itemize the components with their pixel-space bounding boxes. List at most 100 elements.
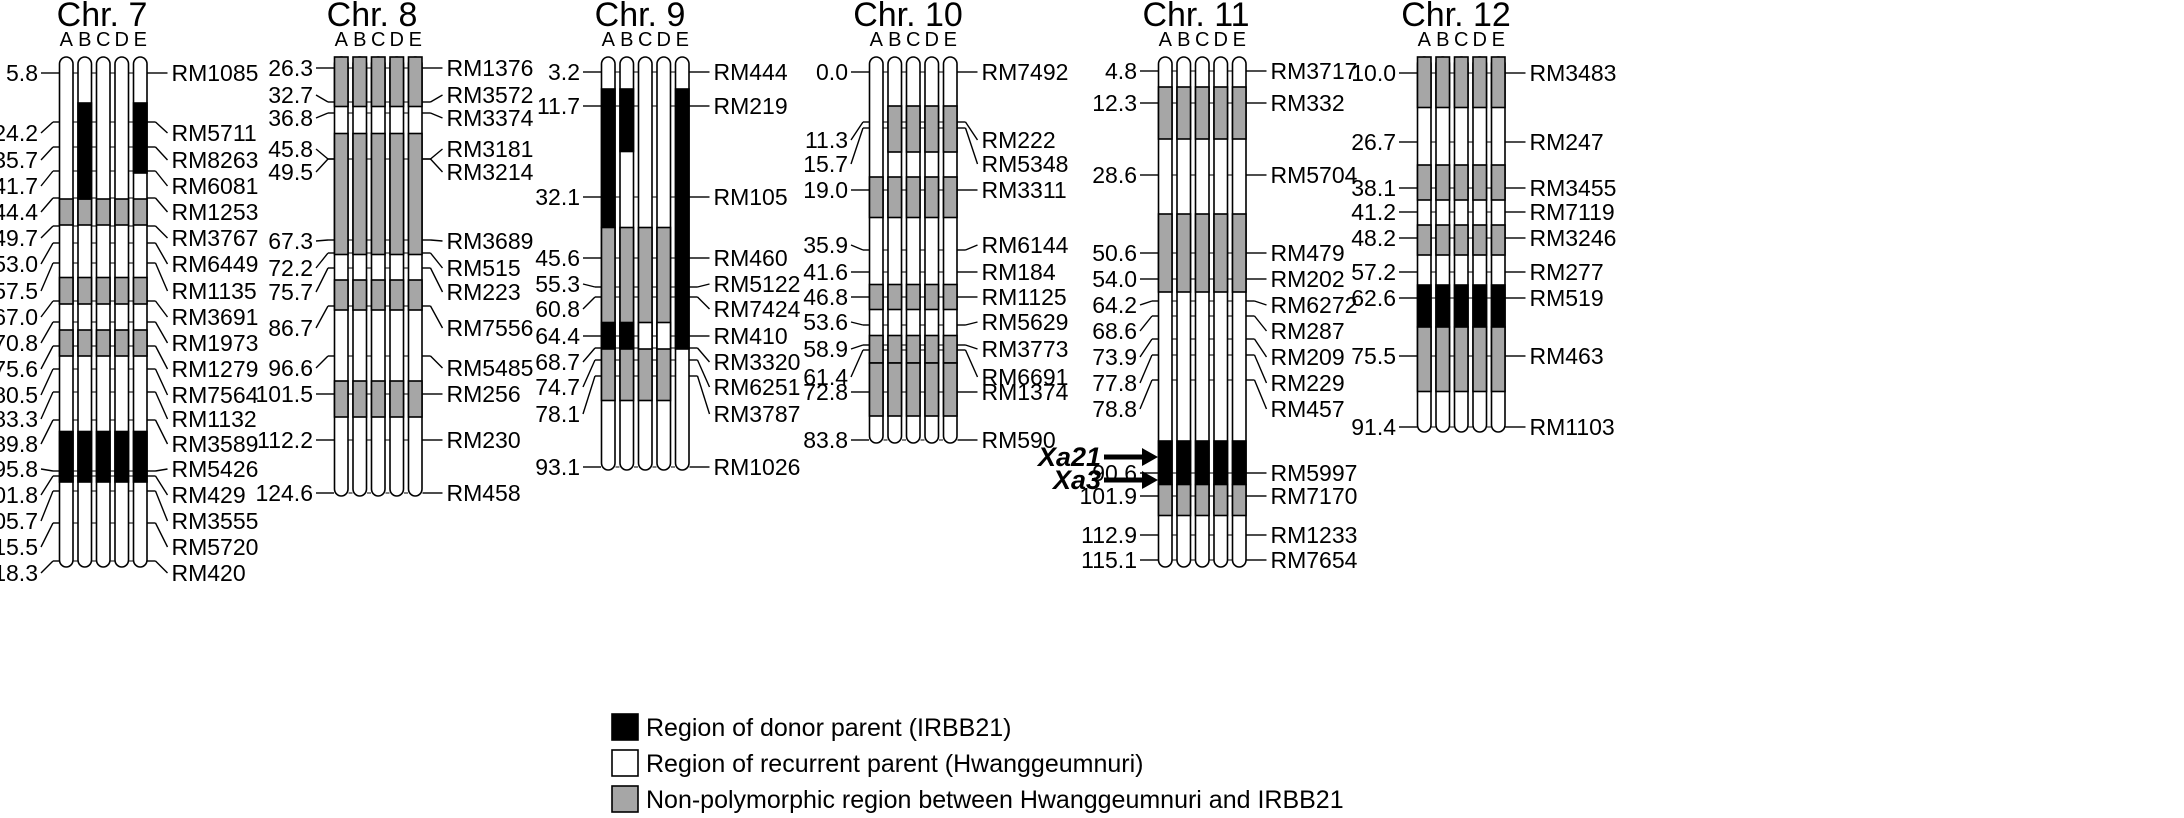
marker-position: 115.1 (1081, 547, 1137, 573)
genotype-block-nonpoly (887, 105, 903, 153)
genotype-block-donor (1157, 440, 1173, 486)
marker-name: RM202 (1271, 266, 1345, 292)
genotype-block-recurrent (656, 321, 672, 350)
marker-leader-right (964, 127, 979, 165)
genotype-block-nonpoly (1157, 483, 1173, 517)
genotype-block-donor (1472, 284, 1488, 328)
marker-name: RM3555 (172, 508, 259, 534)
marker-leader-right (154, 242, 169, 265)
marker-leader-left (315, 239, 329, 242)
marker-position: 32.7 (268, 82, 313, 108)
marker-name: RM3246 (1530, 225, 1617, 251)
genotype-block-nonpoly (132, 198, 148, 226)
marker-leader-left (1139, 354, 1153, 384)
marker-name: RM5485 (447, 355, 534, 381)
marker-position: 78.1 (535, 401, 580, 427)
marker-name: RM332 (1271, 90, 1345, 116)
marker-leader-right (697, 283, 710, 288)
marker-position: 26.7 (1351, 129, 1396, 155)
line-label: D (1214, 29, 1228, 51)
marker-position: 115.5 (0, 534, 38, 560)
marker-name: RM209 (1271, 344, 1345, 370)
marker-leader-right (154, 262, 169, 292)
marker-leader-right (697, 296, 710, 310)
genotype-block-nonpoly (389, 279, 405, 311)
genotype-block-nonpoly (1231, 213, 1247, 293)
marker-position: 53.6 (803, 309, 848, 335)
marker-leader-left (40, 368, 54, 396)
genotype-block-nonpoly (58, 198, 74, 226)
marker-leader-left (40, 146, 54, 161)
genotype-block-nonpoly (407, 279, 423, 311)
line-label: A (1159, 29, 1173, 51)
marker-leader-left (315, 267, 329, 293)
genotype-block-donor (600, 321, 616, 350)
genotype-block-nonpoly (114, 329, 130, 357)
marker-leader-right (430, 112, 443, 119)
marker-name: RM1103 (1530, 414, 1615, 440)
marker-leader-right (154, 146, 169, 161)
line-label: D (390, 29, 404, 51)
marker-position: 19.0 (803, 177, 848, 203)
marker-name: RM3691 (172, 304, 259, 330)
marker-name: RM1973 (172, 330, 259, 356)
marker-leader-right (429, 305, 444, 329)
marker-position: 77.8 (1092, 370, 1137, 396)
marker-leader-right (429, 252, 444, 269)
genotype-block-nonpoly (370, 380, 386, 418)
chromosome-line-C (95, 56, 111, 568)
marker-leader-left (850, 344, 864, 350)
marker-position: 73.9 (1092, 344, 1137, 370)
chromosome-line-E (1231, 56, 1247, 568)
marker-leader-left (40, 468, 54, 472)
genotype-block-nonpoly (114, 198, 130, 226)
genotype-block-nonpoly (887, 334, 903, 364)
marker-leader-right (429, 158, 444, 173)
marker-leader-right (154, 522, 169, 548)
marker-position: 32.1 (535, 184, 580, 210)
legend-swatch-nonpoly (611, 785, 639, 813)
genotype-block-nonpoly (942, 105, 958, 153)
genotype-block-nonpoly (1157, 86, 1173, 140)
marker-name: RM6272 (1271, 292, 1358, 318)
marker-name: RM420 (172, 560, 246, 586)
genotype-block-nonpoly (905, 283, 921, 311)
marker-name: RM247 (1530, 129, 1604, 155)
genotype-block-donor (619, 88, 635, 153)
marker-name: RM3767 (172, 225, 259, 251)
genotype-block-nonpoly (1490, 56, 1506, 109)
line-label: A (60, 29, 74, 51)
line-label: C (96, 29, 110, 51)
line-label: E (134, 29, 147, 51)
chromosome-title: Chr. 10 (853, 0, 963, 34)
marker-position: 101.8 (0, 482, 38, 508)
marker-position: 58.9 (803, 336, 848, 362)
gene-label: Xa21 (1036, 442, 1101, 472)
marker-leader-right (964, 121, 979, 141)
marker-position: 112.9 (1081, 522, 1137, 548)
marker-name: RM1374 (982, 379, 1069, 405)
marker-position: 57.5 (0, 278, 38, 304)
marker-leader-left (1139, 315, 1153, 332)
marker-name: RM3483 (1530, 60, 1617, 86)
genotype-block-donor (77, 430, 93, 483)
genotype-block-donor (1213, 440, 1229, 486)
genotype-block-nonpoly (58, 329, 74, 357)
marker-position: 96.6 (268, 355, 313, 381)
line-label: B (1177, 29, 1190, 51)
marker-name: RM5122 (714, 271, 801, 297)
marker-name: RM5426 (172, 456, 259, 482)
marker-leader-left (40, 197, 54, 213)
genotype-block-nonpoly (389, 56, 405, 108)
marker-position: 3.2 (548, 59, 580, 85)
marker-name: RM7556 (447, 315, 534, 341)
marker-position: 41.6 (803, 259, 848, 285)
marker-position: 91.4 (1351, 414, 1396, 440)
marker-name: RM458 (447, 480, 521, 506)
genotype-block-donor (619, 321, 635, 350)
marker-position: 35.7 (0, 147, 38, 173)
marker-name: RM5348 (982, 151, 1069, 177)
marker-position: 26.3 (268, 55, 313, 81)
genotype-block-donor (600, 88, 616, 229)
line-label: E (676, 29, 689, 51)
